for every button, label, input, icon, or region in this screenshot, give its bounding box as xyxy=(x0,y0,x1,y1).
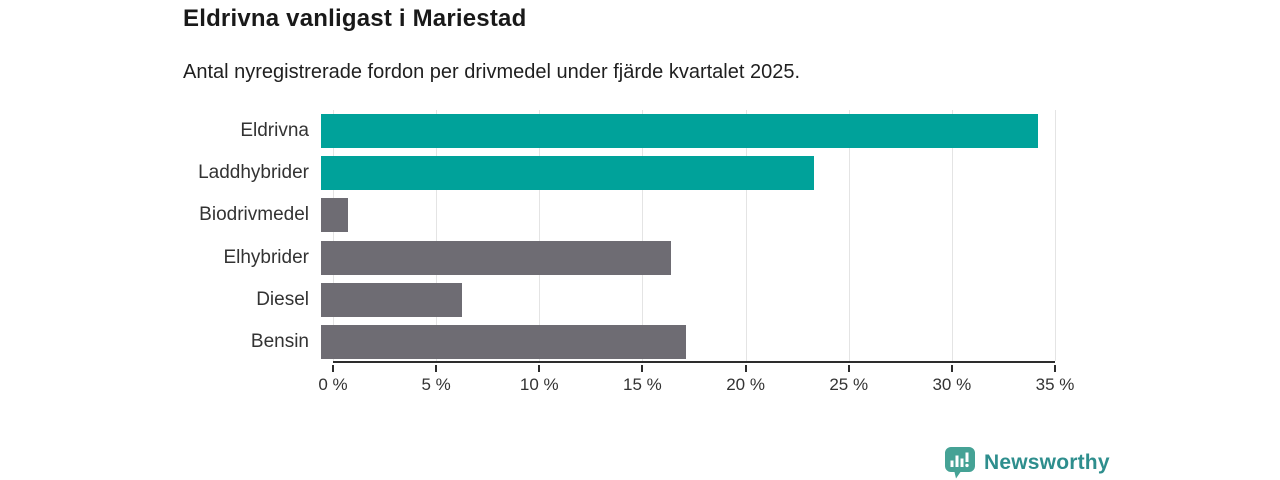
bar-diesel xyxy=(321,282,462,317)
category-label: Bensin xyxy=(250,330,309,352)
x-tick-label: 0 % xyxy=(318,375,348,394)
newsworthy-wordmark: Newsworthy xyxy=(984,450,1110,474)
x-tick-mark xyxy=(744,365,747,372)
newsworthy-logo: Newsworthy xyxy=(944,446,1110,479)
chart-title: Eldrivna vanligast i Mariestad xyxy=(183,5,527,32)
x-tick-label: 25 % xyxy=(829,375,869,394)
x-tick-label: 5 % xyxy=(421,375,451,394)
x-axis: 0 % 5 % 10 % 15 % 20 % 25 % 30 % 35 % xyxy=(318,365,1074,405)
chart-subtitle: Antal nyregistrerade fordon per drivmede… xyxy=(183,61,801,83)
x-tick-label: 30 % xyxy=(932,375,972,394)
x-tick-label: 35 % xyxy=(1035,375,1075,394)
bar-track xyxy=(321,198,1055,233)
chart-row-bensin: Bensin xyxy=(183,321,1055,363)
gridline xyxy=(436,110,438,361)
x-tick-mark xyxy=(435,365,438,372)
plot-area xyxy=(333,110,1056,363)
x-tick-mark xyxy=(847,365,850,372)
bar-track xyxy=(321,240,1055,275)
x-tick-mark xyxy=(332,365,334,372)
bar-eldrivna xyxy=(321,114,1039,149)
gridline xyxy=(951,110,953,361)
bar-track xyxy=(321,114,1055,149)
bar-track xyxy=(321,324,1055,359)
x-tick-label: 15 % xyxy=(623,375,662,394)
chart-row-diesel: Diesel xyxy=(183,279,1055,321)
chart-row-elhybrider: Elhybrider xyxy=(183,237,1055,279)
x-tick-mark xyxy=(1054,365,1056,372)
chart-row-biodrivmedel: Biodrivmedel xyxy=(183,194,1055,236)
category-label: Eldrivna xyxy=(240,120,309,142)
chart-rows: Eldrivna Laddhybrider Biodrivmedel Elhybrid… xyxy=(183,110,1055,363)
bar-elhybrider xyxy=(321,240,672,275)
bar-chart: Eldrivna Laddhybrider Biodrivmedel Elhybrid… xyxy=(183,110,1056,363)
x-tick-mark xyxy=(538,365,541,372)
gridline xyxy=(1055,110,1056,361)
category-label: Diesel xyxy=(256,288,309,310)
chart-row-laddhybrider: Laddhybrider xyxy=(183,152,1055,194)
gridline xyxy=(848,110,850,361)
bar-chart-speech-bubble-icon xyxy=(945,447,975,479)
gridline xyxy=(745,110,747,361)
gridline xyxy=(642,110,644,361)
bar-biodrivmedel xyxy=(321,198,349,233)
x-tick-label: 10 % xyxy=(519,375,559,394)
bar-track xyxy=(321,282,1055,317)
x-tick-mark xyxy=(950,365,953,372)
bar-laddhybrider xyxy=(321,156,814,191)
gridline xyxy=(333,110,334,361)
category-label: Laddhybrider xyxy=(198,162,309,184)
category-label: Biodrivmedel xyxy=(199,204,309,226)
category-label: Elhybrider xyxy=(223,246,309,268)
gridline xyxy=(539,110,541,361)
x-tick-mark xyxy=(641,365,644,372)
bar-track xyxy=(321,156,1055,191)
bar-bensin xyxy=(321,324,686,359)
x-tick-label: 20 % xyxy=(726,375,765,394)
chart-row-eldrivna: Eldrivna xyxy=(183,110,1055,152)
